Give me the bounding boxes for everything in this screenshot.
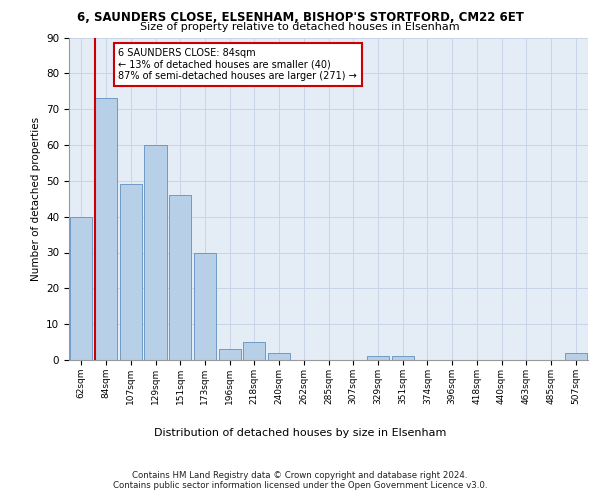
Bar (119, 184, 142, 360)
Bar (70, 216, 92, 360)
Bar (268, 353, 290, 360)
Text: 6, SAUNDERS CLOSE, ELSENHAM, BISHOP'S STORTFORD, CM22 6ET: 6, SAUNDERS CLOSE, ELSENHAM, BISHOP'S ST… (77, 11, 523, 24)
Y-axis label: Number of detached properties: Number of detached properties (31, 116, 41, 281)
Bar (243, 342, 265, 360)
Text: 6 SAUNDERS CLOSE: 84sqm
← 13% of detached houses are smaller (40)
87% of semi-de: 6 SAUNDERS CLOSE: 84sqm ← 13% of detache… (118, 48, 357, 82)
Bar (194, 252, 216, 360)
Bar (95, 98, 117, 360)
Bar (565, 353, 587, 360)
Bar (367, 356, 389, 360)
Bar (145, 145, 167, 360)
Bar (218, 349, 241, 360)
Text: Contains public sector information licensed under the Open Government Licence v3: Contains public sector information licen… (113, 480, 487, 490)
Bar (169, 195, 191, 360)
Text: Contains HM Land Registry data © Crown copyright and database right 2024.: Contains HM Land Registry data © Crown c… (132, 472, 468, 480)
Text: Distribution of detached houses by size in Elsenham: Distribution of detached houses by size … (154, 428, 446, 438)
Text: Size of property relative to detached houses in Elsenham: Size of property relative to detached ho… (140, 22, 460, 32)
Bar (392, 356, 414, 360)
